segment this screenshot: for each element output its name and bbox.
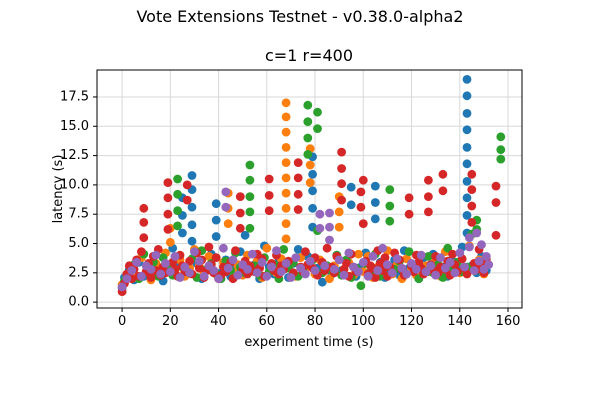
x-tick-label: 140 xyxy=(447,314,472,329)
x-tick-label: 20 xyxy=(162,314,179,329)
y-tick-label: 5.0 xyxy=(68,236,89,251)
figure-title: Vote Extensions Testnet - v0.38.0-alpha2 xyxy=(136,7,463,26)
x-tick-label: 100 xyxy=(351,314,376,329)
x-tick-label: 40 xyxy=(210,314,227,329)
x-tick-label: 120 xyxy=(399,314,424,329)
y-tick-label: 12.5 xyxy=(60,148,89,163)
x-tick-label: 80 xyxy=(307,314,324,329)
y-tick-label: 0.0 xyxy=(68,295,89,310)
scatter-points xyxy=(117,75,506,296)
x-tick-label: 160 xyxy=(496,314,521,329)
plot-frame xyxy=(96,69,523,309)
y-tick-label: 15.0 xyxy=(60,119,89,134)
x-tick-label: 0 xyxy=(118,314,126,329)
x-axis-label: experiment time (s) xyxy=(244,335,373,350)
y-tick-label: 17.5 xyxy=(60,89,89,104)
x-tick-label: 60 xyxy=(259,314,276,329)
y-axis-label: latency (s) xyxy=(51,155,66,224)
axes-title: c=1 r=400 xyxy=(265,46,353,65)
y-tick-label: 2.5 xyxy=(68,265,89,280)
y-tick-label: 7.5 xyxy=(68,207,89,222)
axes-ticks: 0 20 40 60 80 100 120 140 160 0.0 2.5 5.0 7.5 10.0 12.… xyxy=(60,89,520,328)
y-tick-label: 10.0 xyxy=(60,177,89,192)
